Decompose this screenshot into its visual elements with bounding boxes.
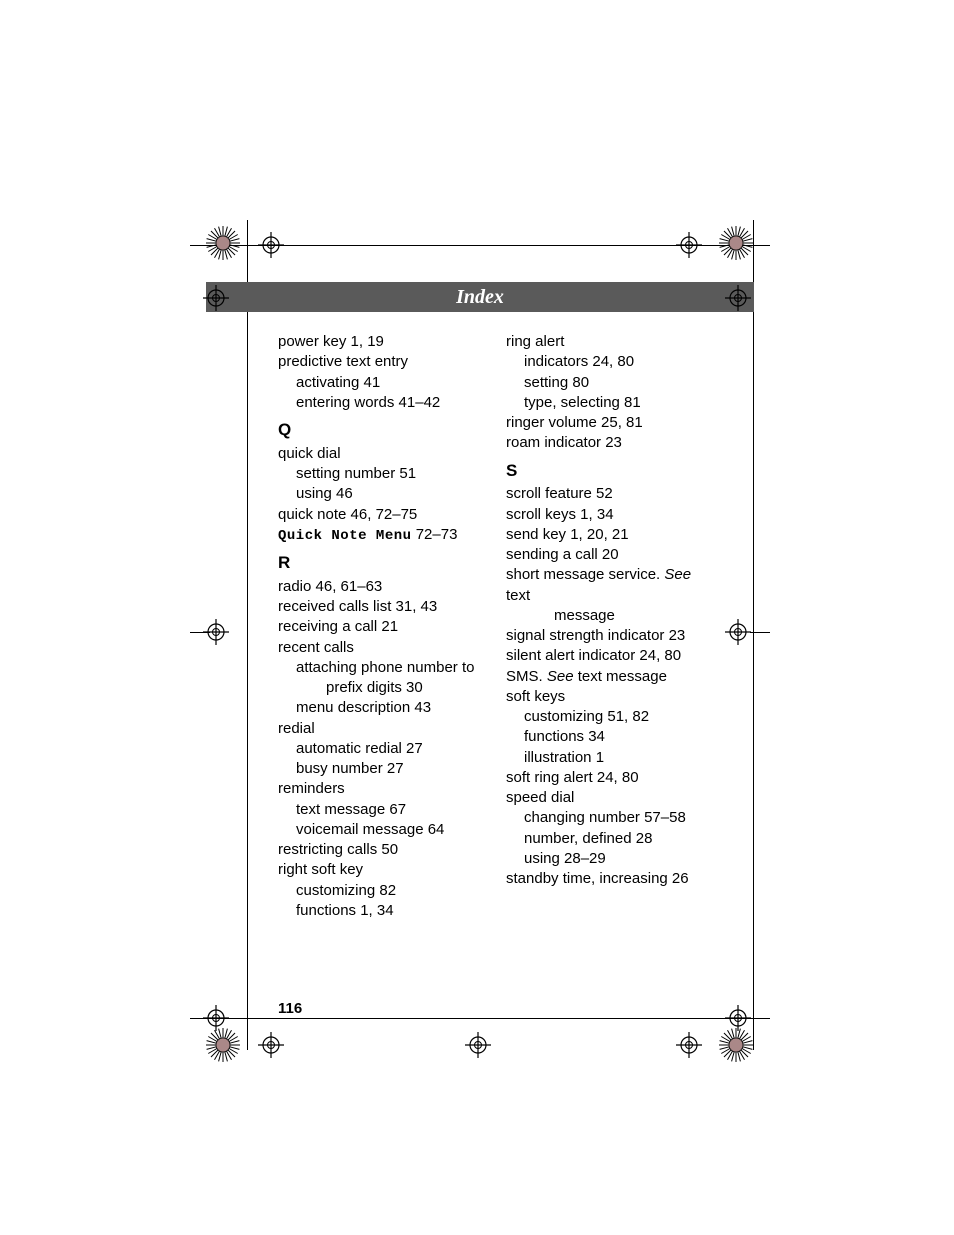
- text: text: [506, 587, 530, 604]
- index-entry: radio 46, 61–63: [278, 577, 478, 597]
- index-entry: roam indicator 23: [506, 433, 706, 453]
- index-subentry: setting 80: [506, 373, 706, 393]
- rosette-icon: [718, 1027, 754, 1063]
- registration-mark-icon: [203, 619, 229, 645]
- page-number: 116: [278, 1000, 302, 1017]
- see-ref: See: [664, 566, 691, 583]
- registration-mark-icon: [725, 619, 751, 645]
- index-entry: right soft key: [278, 860, 478, 880]
- index-entry: received calls list 31, 43: [278, 597, 478, 617]
- index-entry: ringer volume 25, 81: [506, 413, 706, 433]
- text: text message: [574, 668, 667, 685]
- index-subentry: changing number 57–58: [506, 808, 706, 828]
- index-subentry: activating 41: [278, 373, 478, 393]
- registration-mark-icon: [676, 1032, 702, 1058]
- index-content: power key 1, 19 predictive text entry ac…: [278, 332, 758, 921]
- index-column-2: ring alert indicators 24, 80 setting 80 …: [506, 332, 706, 921]
- index-entry: standby time, increasing 26: [506, 869, 706, 889]
- index-letter-r: R: [278, 552, 478, 575]
- index-subentry: customizing 51, 82: [506, 707, 706, 727]
- page-refs: 72–73: [412, 526, 458, 543]
- index-subentry: menu description 43: [278, 698, 478, 718]
- index-entry: receiving a call 21: [278, 617, 478, 637]
- index-subentry: busy number 27: [278, 759, 478, 779]
- registration-mark-icon: [258, 232, 284, 258]
- index-subentry: voicemail message 64: [278, 820, 478, 840]
- registration-mark-icon: [258, 1032, 284, 1058]
- index-entry-wrap: message: [506, 606, 706, 626]
- text: SMS.: [506, 668, 547, 685]
- registration-mark-icon: [676, 232, 702, 258]
- page-title: Index: [456, 286, 504, 308]
- index-subentry: attaching phone number to: [278, 658, 478, 678]
- index-subentry: indicators 24, 80: [506, 352, 706, 372]
- index-entry: quick note 46, 72–75: [278, 505, 478, 525]
- index-entry: SMS. See text message: [506, 667, 706, 687]
- index-entry: ring alert: [506, 332, 706, 352]
- see-ref: See: [547, 668, 574, 685]
- index-subentry: functions 1, 34: [278, 901, 478, 921]
- registration-mark-icon: [725, 285, 751, 311]
- index-entry: power key 1, 19: [278, 332, 478, 352]
- crop-line-bottom: [190, 1018, 770, 1019]
- index-entry: redial: [278, 719, 478, 739]
- index-entry: signal strength indicator 23: [506, 626, 706, 646]
- index-entry: speed dial: [506, 788, 706, 808]
- index-letter-s: S: [506, 460, 706, 483]
- index-letter-q: Q: [278, 419, 478, 442]
- index-entry: Quick Note Menu 72–73: [278, 525, 478, 546]
- index-entry: short message service. See text: [506, 565, 706, 606]
- index-entry: restricting calls 50: [278, 840, 478, 860]
- registration-mark-icon: [465, 1032, 491, 1058]
- registration-mark-icon: [203, 285, 229, 311]
- index-subentry: type, selecting 81: [506, 393, 706, 413]
- index-entry: reminders: [278, 779, 478, 799]
- index-column-1: power key 1, 19 predictive text entry ac…: [278, 332, 478, 921]
- index-subentry: using 28–29: [506, 849, 706, 869]
- index-entry: soft ring alert 24, 80: [506, 768, 706, 788]
- index-entry: recent calls: [278, 638, 478, 658]
- index-subentry: entering words 41–42: [278, 393, 478, 413]
- index-subentry: customizing 82: [278, 881, 478, 901]
- index-entry: scroll feature 52: [506, 484, 706, 504]
- index-subentry: illustration 1: [506, 748, 706, 768]
- index-subentry: functions 34: [506, 727, 706, 747]
- index-entry: send key 1, 20, 21: [506, 525, 706, 545]
- index-subentry: automatic redial 27: [278, 739, 478, 759]
- index-subentry: setting number 51: [278, 464, 478, 484]
- index-entry: predictive text entry: [278, 352, 478, 372]
- index-entry: quick dial: [278, 444, 478, 464]
- rosette-icon: [205, 225, 241, 261]
- page-header: Index: [206, 282, 754, 312]
- index-subentry: using 46: [278, 484, 478, 504]
- index-subentry: number, defined 28: [506, 829, 706, 849]
- index-entry: scroll keys 1, 34: [506, 505, 706, 525]
- index-subentry-wrap: prefix digits 30: [278, 678, 478, 698]
- menu-name: Quick Note Menu: [278, 528, 412, 544]
- text: short message service.: [506, 566, 664, 583]
- index-subentry: text message 67: [278, 800, 478, 820]
- crop-line-left-inner: [247, 220, 248, 1050]
- rosette-icon: [718, 225, 754, 261]
- rosette-icon: [205, 1027, 241, 1063]
- index-entry: sending a call 20: [506, 545, 706, 565]
- index-entry: soft keys: [506, 687, 706, 707]
- index-entry: silent alert indicator 24, 80: [506, 646, 706, 666]
